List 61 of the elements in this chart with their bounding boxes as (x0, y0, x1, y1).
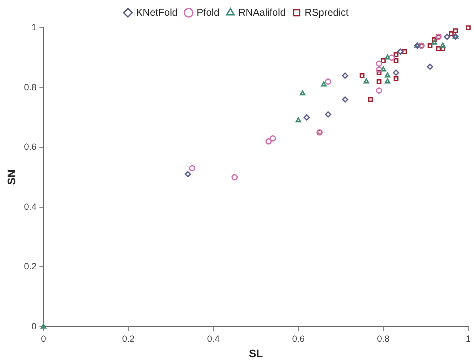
point (360, 73, 365, 78)
point (449, 32, 454, 36)
x-tick-label: 0.6 (292, 334, 305, 344)
point (380, 66, 386, 72)
legend-label: RNAalifold (238, 8, 286, 19)
legend-label: Pfold (196, 8, 220, 19)
point (376, 66, 382, 74)
point (440, 42, 446, 48)
point (393, 70, 400, 76)
y-axis-title: SN (6, 170, 19, 186)
point (364, 78, 370, 84)
point (189, 165, 196, 172)
point (342, 72, 348, 79)
point (466, 26, 471, 30)
x-axis-title: SL (249, 348, 264, 360)
point (432, 38, 437, 42)
point (394, 58, 399, 64)
point (394, 52, 399, 58)
point (444, 34, 450, 40)
point (376, 60, 382, 68)
point (325, 78, 332, 85)
point (428, 44, 433, 48)
point (376, 70, 382, 76)
y-tick-label: 0.6 (24, 142, 37, 152)
y-tick-label: 0.4 (24, 202, 37, 212)
y-tick-label: 0.8 (24, 82, 37, 92)
point (397, 48, 404, 56)
point (304, 114, 310, 121)
legend-label: RSpredict (304, 8, 350, 19)
point (376, 79, 382, 84)
point (402, 50, 408, 54)
point (394, 76, 399, 82)
point (266, 138, 272, 145)
point (270, 135, 276, 142)
y-tick-label: 1 (32, 22, 37, 32)
point (321, 82, 327, 87)
point (368, 97, 374, 102)
point (384, 72, 391, 78)
point (381, 58, 386, 64)
point (427, 64, 434, 70)
point (184, 171, 192, 178)
point (388, 54, 396, 62)
point (232, 174, 238, 181)
x-tick-label: 0.8 (377, 334, 390, 344)
point (376, 88, 382, 94)
y-tick-label: 0 (32, 321, 37, 332)
point (40, 324, 47, 329)
y-tick-label: 0.2 (24, 262, 37, 272)
x-tick-label: 0.4 (207, 334, 220, 344)
point (342, 96, 348, 103)
x-tick-label: 0 (41, 334, 46, 344)
point (300, 90, 306, 96)
point (432, 40, 438, 45)
point (453, 28, 458, 34)
point (384, 54, 391, 60)
point (436, 46, 442, 52)
point (325, 112, 332, 118)
point (384, 78, 391, 84)
x-tick-label: 1 (466, 334, 472, 344)
legend-label: KNetFold (136, 8, 178, 19)
x-tick-label: 0.2 (122, 334, 135, 344)
